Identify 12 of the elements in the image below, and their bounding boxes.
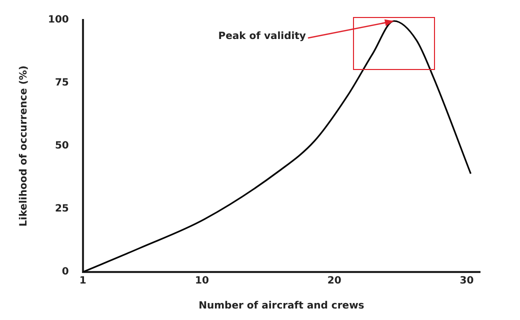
y-tick-label: 50: [54, 140, 69, 152]
y-tick-label: 0: [62, 266, 69, 278]
x-tick-label: 30: [460, 276, 474, 287]
y-tick-label: 100: [48, 14, 69, 26]
x-axis-title: Number of aircraft and crews: [198, 300, 364, 312]
y-axis-title: Likelihood of occurrence (%): [18, 66, 30, 226]
annotation: Peak of validity: [217, 31, 306, 42]
y-tick-label: 25: [54, 204, 69, 215]
x-tick-label: 1: [79, 276, 86, 287]
x-tick-label: 10: [195, 276, 210, 287]
x-tick-label: 20: [327, 276, 342, 287]
y-tick-label: 75: [54, 78, 69, 89]
